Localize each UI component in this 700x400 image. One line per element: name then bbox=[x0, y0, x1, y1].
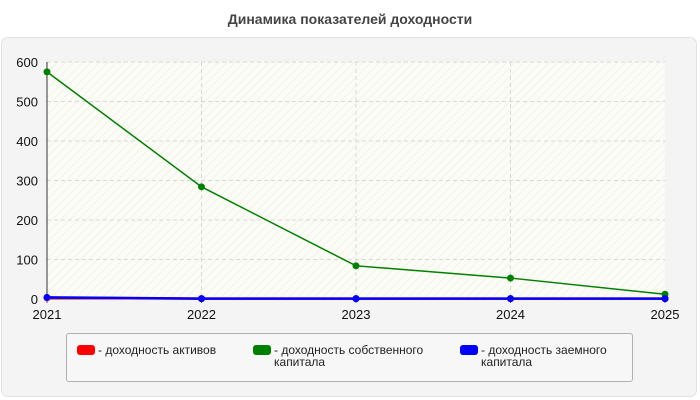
legend: - доходность активов - доходность собств… bbox=[66, 333, 633, 382]
x-tick-label: 2023 bbox=[342, 307, 371, 322]
y-tick-label: 300 bbox=[16, 174, 38, 189]
data-point-debt bbox=[352, 295, 360, 303]
data-point-debt bbox=[43, 293, 51, 301]
data-point-equity bbox=[352, 262, 360, 270]
data-point-debt bbox=[198, 295, 205, 303]
legend-swatch-assets bbox=[77, 345, 95, 355]
y-tick-label: 400 bbox=[16, 134, 38, 149]
legend-label-equity: - доходность собственного капитала bbox=[274, 343, 424, 369]
data-point-debt bbox=[507, 295, 514, 303]
x-tick-label: 2024 bbox=[496, 307, 525, 322]
data-point-debt bbox=[661, 295, 669, 303]
y-tick-label: 100 bbox=[16, 253, 38, 268]
legend-swatch-debt bbox=[460, 345, 478, 355]
y-tick-label: 500 bbox=[16, 95, 38, 110]
y-tick-label: 600 bbox=[16, 55, 38, 70]
legend-label-debt: - доходность заемного капитала bbox=[481, 343, 607, 369]
x-tick-label: 2021 bbox=[33, 307, 62, 322]
data-point-equity bbox=[43, 68, 51, 76]
y-tick-label: 200 bbox=[16, 213, 38, 228]
data-point-equity bbox=[507, 274, 514, 282]
chart-title: Динамика показателей доходности bbox=[227, 11, 473, 27]
data-point-equity bbox=[198, 183, 205, 191]
x-tick-label: 2025 bbox=[651, 307, 680, 322]
y-tick-label: 0 bbox=[31, 292, 38, 307]
legend-swatch-equity bbox=[253, 345, 271, 355]
x-tick-label: 2022 bbox=[187, 307, 216, 322]
legend-label-assets: - доходность активов bbox=[98, 343, 217, 357]
